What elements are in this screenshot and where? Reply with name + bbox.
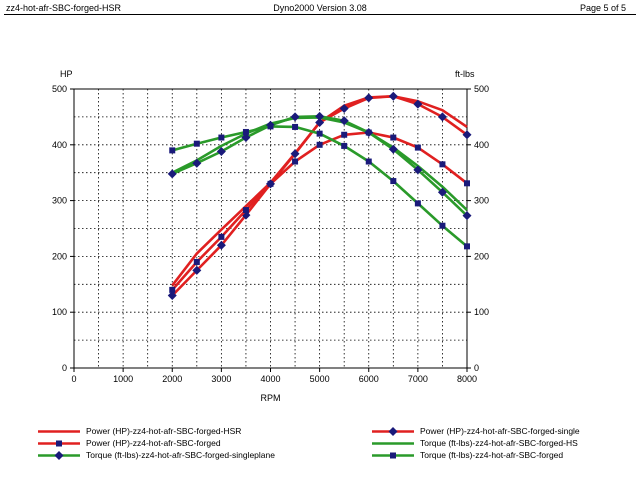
legend-swatch <box>38 430 80 433</box>
legend-label: Torque (ft-lbs)-zz4-hot-afr-SBC-forged-s… <box>86 450 275 460</box>
data-point-diamond <box>462 130 472 140</box>
x-axis-label: RPM <box>261 393 281 403</box>
data-point-square <box>169 147 176 154</box>
data-point-square <box>218 233 225 240</box>
y-axis-label-right: ft-lbs <box>455 69 475 79</box>
data-point-diamond <box>413 165 423 175</box>
data-point-diamond <box>290 112 300 122</box>
header-divider <box>4 14 636 15</box>
data-point-square <box>341 131 348 138</box>
data-point-square <box>341 142 348 149</box>
x-tick-label: 3000 <box>211 374 231 384</box>
data-point-square <box>365 158 372 165</box>
data-point-diamond <box>388 91 398 101</box>
legend-swatch <box>38 440 80 447</box>
data-point-diamond <box>167 169 177 179</box>
data-point-square <box>242 207 249 214</box>
data-point-diamond <box>315 111 325 121</box>
y-tick-label-right: 300 <box>474 196 489 206</box>
header-page-number: Page 5 of 5 <box>579 3 626 13</box>
y-tick-label-left: 100 <box>52 307 67 317</box>
y-tick-label-left: 400 <box>52 140 67 150</box>
x-tick-label: 8000 <box>457 374 477 384</box>
data-point-square <box>316 130 323 137</box>
data-point-diamond <box>216 146 226 156</box>
data-point-square <box>193 140 200 147</box>
header-filename: zz4-hot-afr-SBC-forged-HSR <box>6 3 122 13</box>
data-point-square <box>464 243 470 250</box>
y-tick-label-left: 300 <box>52 196 67 206</box>
data-point-square <box>390 134 397 141</box>
data-point-diamond <box>339 116 349 126</box>
data-point-diamond <box>339 104 349 114</box>
data-point-diamond <box>216 240 226 250</box>
data-point-diamond <box>315 117 325 127</box>
y-tick-label-left: 200 <box>52 251 67 261</box>
y-tick-label-right: 400 <box>474 140 489 150</box>
data-point-square <box>464 180 470 187</box>
data-point-diamond <box>388 144 398 154</box>
data-point-diamond <box>192 265 202 275</box>
y-axis-label-left: HP <box>60 69 73 79</box>
header-app-version: Dyno2000 Version 3.08 <box>273 3 367 13</box>
data-point-diamond <box>241 133 251 143</box>
data-point-square <box>414 144 421 151</box>
legend-label: Torque (ft-lbs)-zz4-hot-afr-SBC-forged <box>420 450 564 460</box>
legend-label: Power (HP)-zz4-hot-afr-SBC-forged-HSR <box>86 426 242 436</box>
legend-swatch <box>372 427 414 436</box>
data-point-diamond <box>437 187 447 197</box>
data-point-square <box>439 222 446 229</box>
data-point-square <box>292 158 299 165</box>
x-tick-label: 7000 <box>408 374 428 384</box>
data-point-diamond <box>364 128 374 138</box>
data-point-square <box>292 123 299 130</box>
y-tick-label-left: 0 <box>62 363 67 373</box>
data-point-square <box>242 128 249 135</box>
data-point-diamond <box>437 112 447 122</box>
data-point-square <box>267 123 274 130</box>
data-point-diamond <box>413 99 423 109</box>
data-point-square <box>267 180 274 187</box>
data-point-square <box>414 200 421 207</box>
data-point-square <box>218 134 225 141</box>
y-tick-label-right: 100 <box>474 307 489 317</box>
data-point-square <box>439 161 446 168</box>
data-point-square <box>193 258 200 265</box>
x-tick-label: 4000 <box>260 374 280 384</box>
data-point-square <box>316 141 323 148</box>
legend-label: Power (HP)-zz4-hot-afr-SBC-forged <box>86 438 221 448</box>
legend-swatch <box>372 452 414 459</box>
data-point-square <box>169 286 176 293</box>
data-point-diamond <box>192 158 202 168</box>
x-tick-label: 5000 <box>310 374 330 384</box>
data-point-diamond <box>462 211 472 221</box>
legend-label: Torque (ft-lbs)-zz4-hot-afr-SBC-forged-H… <box>420 438 578 448</box>
x-tick-label: 2000 <box>162 374 182 384</box>
y-tick-label-left: 500 <box>52 84 67 94</box>
data-point-square <box>390 178 397 185</box>
x-tick-label: 6000 <box>359 374 379 384</box>
legend-swatch <box>372 442 414 445</box>
legend-label: Power (HP)-zz4-hot-afr-SBC-forged-single <box>420 426 580 436</box>
data-point-diamond <box>290 149 300 159</box>
x-tick-label: 1000 <box>113 374 133 384</box>
y-tick-label-right: 200 <box>474 251 489 261</box>
data-point-diamond <box>167 290 177 300</box>
legend-swatch <box>38 451 80 460</box>
y-tick-label-right: 0 <box>474 363 479 373</box>
y-tick-label-right: 500 <box>474 84 489 94</box>
chart-grid <box>74 89 467 368</box>
x-tick-label: 0 <box>71 374 76 384</box>
data-point-diamond <box>364 93 374 103</box>
